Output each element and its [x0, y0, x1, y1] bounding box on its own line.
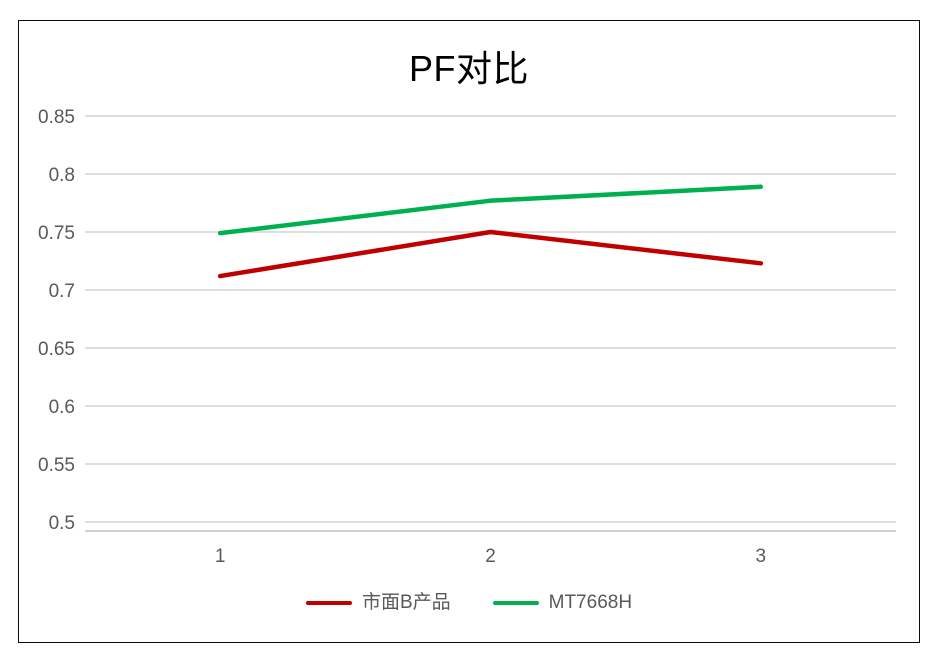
y-tick-label: 0.7 [49, 281, 75, 302]
legend-item-series-0: 市面B产品 [305, 590, 451, 616]
y-tick-label: 0.85 [38, 107, 75, 128]
chart-frame [18, 20, 920, 643]
series-line-0 [217, 229, 764, 279]
x-tick-label: 3 [756, 546, 767, 567]
legend-swatch-line-0 [305, 600, 352, 606]
x-tick-label: 2 [485, 546, 496, 567]
y-tick-label: 0.65 [38, 339, 75, 360]
y-tick-label: 0.8 [49, 165, 75, 186]
legend: 市面B产品 MT7668H [18, 590, 920, 616]
y-tick-label: 0.5 [49, 513, 75, 534]
y-tick-label: 0.75 [38, 223, 75, 244]
chart-title: PF对比 [408, 48, 529, 89]
x-tick-label: 1 [215, 546, 226, 567]
legend-swatch-line-1 [492, 600, 539, 606]
y-tick-label: 0.6 [49, 397, 75, 418]
legend-item-series-1: MT7668H [492, 590, 633, 616]
legend-label-series-0: 市面B产品 [361, 592, 451, 613]
legend-label-series-1: MT7668H [548, 592, 633, 613]
series-line-1 [217, 184, 764, 236]
y-tick-label: 0.55 [38, 455, 75, 476]
